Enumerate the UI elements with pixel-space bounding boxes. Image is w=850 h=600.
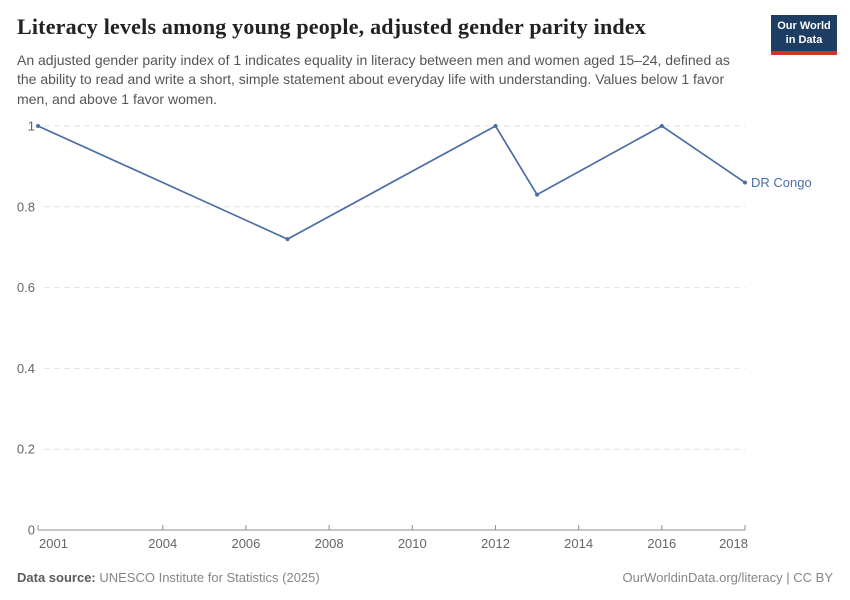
y-tick-label: 0.6 [17, 280, 35, 295]
x-tick-label: 2004 [148, 536, 177, 551]
x-tick-label: 2014 [564, 536, 593, 551]
data-point [743, 180, 747, 185]
data-line-dr-congo [37, 125, 746, 240]
x-tick-label: 2001 [39, 536, 68, 551]
chart-title: Literacy levels among young people, adju… [17, 14, 647, 39]
y-tick-label: 1 [28, 119, 35, 134]
owid-logo-line1: Our World [777, 20, 831, 32]
x-tick-label: 2016 [647, 536, 676, 551]
x-tick-label: 2010 [398, 536, 427, 551]
chart-subtitle: An adjusted gender parity index of 1 ind… [17, 52, 730, 107]
y-tick-label: 0.8 [17, 199, 35, 214]
data-source-text: UNESCO Institute for Statistics (2025) [95, 570, 320, 585]
data-point [36, 124, 40, 128]
data-source-label: Data source: [17, 570, 96, 585]
credit-link[interactable]: OurWorldinData.org/literacy | CC BY [622, 570, 833, 585]
data-point [535, 192, 540, 197]
owid-logo: Our World in Data [771, 15, 837, 55]
data-point [493, 124, 498, 128]
x-tick-label: 2012 [481, 536, 510, 551]
y-tick-label: 0 [28, 523, 35, 538]
data-point [285, 237, 290, 242]
owid-logo-line2: in Data [785, 34, 823, 47]
x-tick-label: 2008 [315, 536, 344, 551]
series-end-label-dr-congo[interactable]: DR Congo [751, 175, 812, 190]
data-point [659, 124, 664, 128]
data-source: Data source: UNESCO Institute for Statis… [17, 570, 320, 585]
x-tick-label: 2018 [719, 536, 748, 551]
x-tick-label: 2006 [231, 536, 260, 551]
y-tick-label: 0.2 [17, 442, 35, 457]
y-tick-label: 0.4 [17, 361, 35, 376]
